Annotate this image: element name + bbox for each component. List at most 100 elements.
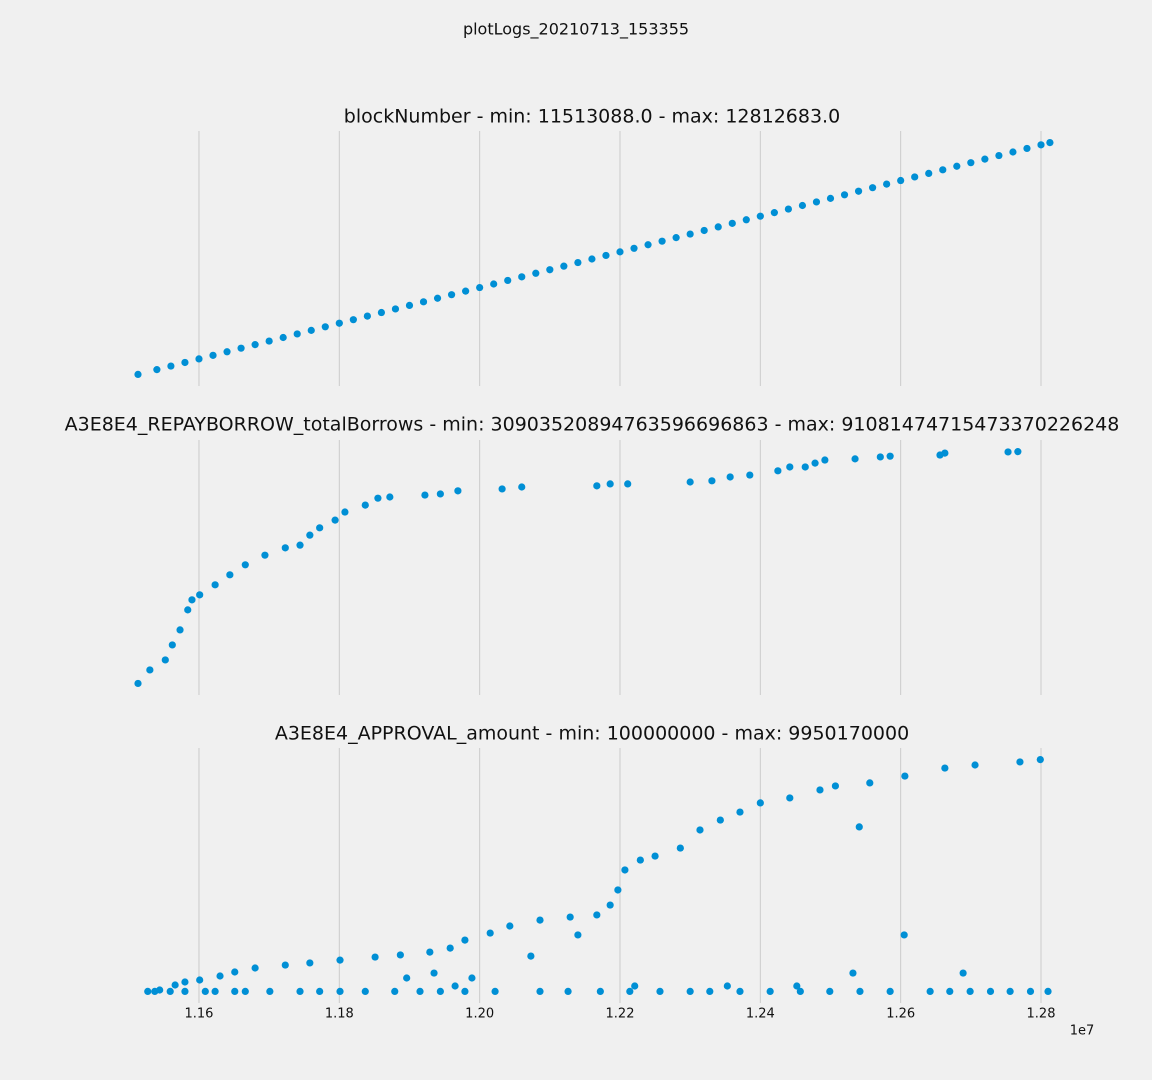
point <box>1014 448 1022 456</box>
point <box>1026 987 1035 996</box>
point <box>1006 987 1014 996</box>
point <box>624 480 632 488</box>
point <box>504 276 512 285</box>
point <box>209 351 217 359</box>
point <box>167 362 175 370</box>
point <box>686 478 694 486</box>
point <box>462 287 470 295</box>
x-tick-label: 1.22 <box>606 1007 635 1022</box>
point <box>1023 144 1031 153</box>
point <box>231 987 239 996</box>
point <box>296 541 304 549</box>
point <box>614 886 622 894</box>
point <box>498 485 506 493</box>
point <box>723 982 731 990</box>
point <box>546 266 554 274</box>
point <box>211 581 219 589</box>
point <box>636 856 644 864</box>
point <box>461 936 469 944</box>
point <box>798 201 807 210</box>
point <box>361 501 369 509</box>
point <box>226 571 234 579</box>
point <box>391 305 400 313</box>
point <box>560 262 568 270</box>
x-offset-label: 1e7 <box>1070 1024 1095 1039</box>
point <box>518 273 526 281</box>
point <box>241 987 249 996</box>
point <box>536 916 544 924</box>
point <box>335 319 343 327</box>
point <box>644 241 652 249</box>
point <box>854 187 863 195</box>
point <box>869 184 877 192</box>
point <box>506 922 514 930</box>
point <box>196 976 204 984</box>
point <box>784 205 792 213</box>
point <box>967 159 975 167</box>
point <box>386 493 394 501</box>
point <box>900 931 908 939</box>
point <box>766 987 774 996</box>
point <box>430 969 438 977</box>
point <box>316 987 324 996</box>
point <box>306 959 314 967</box>
point <box>588 255 596 263</box>
point <box>856 987 864 996</box>
point <box>436 490 444 498</box>
point <box>926 987 934 996</box>
panel-title: A3E8E4_REPAYBORROW_totalBorrows - min: 3… <box>65 414 1120 436</box>
point <box>331 516 339 524</box>
point <box>231 968 239 976</box>
x-tick-label: 1.28 <box>1027 1007 1056 1022</box>
point <box>746 471 754 479</box>
point <box>796 987 804 996</box>
point <box>490 280 498 288</box>
point <box>371 953 379 961</box>
point <box>736 808 744 816</box>
point <box>336 987 344 996</box>
point <box>181 987 189 996</box>
point <box>396 951 404 959</box>
point <box>770 209 778 217</box>
point <box>161 656 169 664</box>
point <box>176 626 184 634</box>
point <box>316 524 324 532</box>
point <box>966 987 974 996</box>
point <box>144 987 152 996</box>
point <box>447 291 456 299</box>
point <box>433 294 442 302</box>
point <box>676 844 684 852</box>
point <box>281 544 289 552</box>
point <box>821 456 829 464</box>
point <box>377 308 386 317</box>
point <box>307 326 315 334</box>
point <box>166 987 174 996</box>
point <box>171 981 179 989</box>
point <box>454 487 462 495</box>
point <box>306 531 314 539</box>
point <box>941 764 949 772</box>
point <box>156 986 164 994</box>
point <box>296 987 304 996</box>
point <box>811 459 819 467</box>
point <box>1044 987 1052 996</box>
point <box>876 453 884 461</box>
point <box>626 987 634 996</box>
point <box>419 298 428 306</box>
point <box>728 219 736 227</box>
point <box>184 606 192 614</box>
point <box>527 952 535 960</box>
point <box>1004 448 1012 456</box>
point <box>901 772 909 780</box>
point <box>886 452 894 460</box>
point <box>451 982 459 990</box>
point <box>706 987 714 996</box>
point <box>223 348 231 356</box>
point <box>714 223 722 231</box>
point <box>405 301 414 309</box>
point <box>986 987 995 996</box>
point <box>786 794 794 802</box>
point <box>849 969 857 977</box>
point <box>216 972 224 980</box>
point <box>241 561 249 569</box>
